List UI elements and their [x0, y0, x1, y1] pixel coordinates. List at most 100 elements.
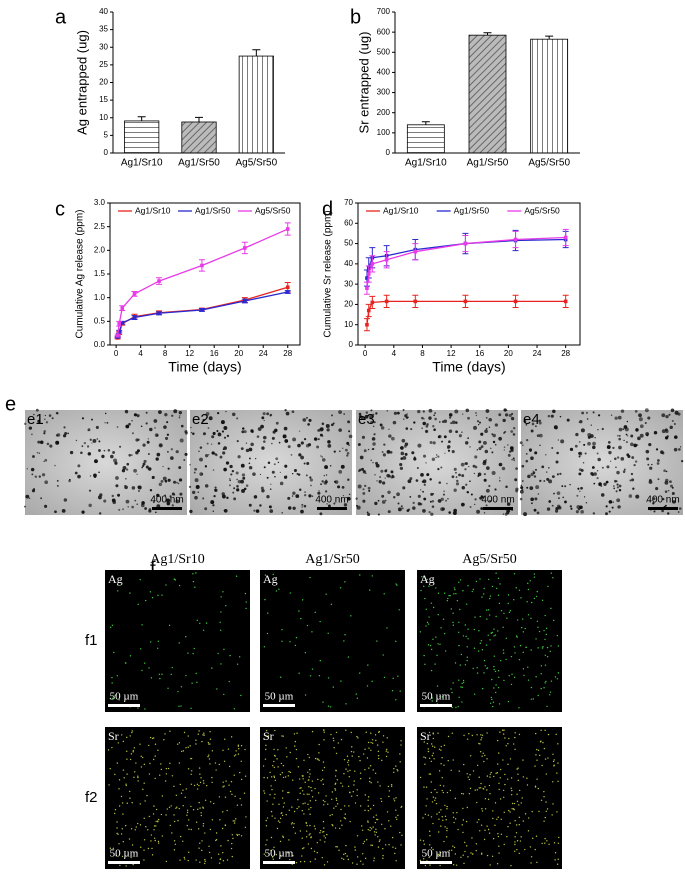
map-dot — [225, 605, 227, 607]
map-dot — [171, 666, 173, 669]
particle — [260, 486, 264, 490]
particle — [601, 427, 604, 431]
map-dot — [371, 739, 374, 741]
map-dot — [368, 767, 370, 769]
particle — [164, 494, 167, 497]
map-dot — [179, 783, 182, 786]
particle — [392, 420, 397, 425]
map-dot — [464, 624, 467, 626]
map-dot — [488, 832, 491, 834]
particle — [279, 481, 284, 486]
particle — [513, 459, 516, 462]
particle — [615, 490, 618, 493]
map-dot — [319, 832, 321, 834]
particle — [488, 426, 491, 428]
map-dot — [194, 586, 196, 588]
map-dot — [369, 826, 371, 829]
map-dot — [377, 836, 379, 838]
map-dot — [351, 862, 354, 864]
map-dot — [199, 842, 201, 844]
particle — [243, 430, 247, 434]
map-dot — [215, 832, 218, 834]
map-dot — [544, 729, 546, 732]
element-label: Ag — [420, 572, 435, 586]
map-dot — [174, 579, 177, 581]
map-dot — [526, 784, 529, 786]
map-dot — [341, 785, 344, 787]
map-dot — [486, 789, 488, 791]
particle — [217, 411, 220, 415]
map-dot — [340, 680, 342, 682]
map-dot — [176, 743, 179, 745]
particle — [175, 499, 180, 504]
map-dot — [480, 639, 483, 642]
map-dot — [507, 602, 509, 605]
map-dot — [400, 844, 402, 846]
particle — [523, 419, 527, 423]
map-dot — [132, 751, 134, 753]
map-dot — [161, 795, 164, 797]
map-dot — [506, 835, 508, 838]
map-dot — [453, 821, 455, 824]
x-axis-label: Time (days) — [168, 359, 241, 375]
map-dot — [435, 587, 437, 589]
map-dot — [233, 755, 236, 757]
map-dot — [464, 850, 466, 853]
map-dot — [546, 646, 549, 649]
map-dot — [492, 837, 495, 840]
map-dot — [221, 827, 224, 830]
map-dot — [490, 696, 493, 699]
map-dot — [183, 731, 186, 734]
particle — [136, 503, 139, 506]
map-dot — [177, 819, 179, 822]
point — [132, 292, 137, 296]
map-dot — [230, 847, 233, 850]
particle — [428, 416, 432, 420]
map-dot — [548, 843, 550, 846]
map-dot — [200, 812, 202, 814]
particle — [657, 459, 660, 462]
map-dot — [457, 705, 459, 708]
map-dot — [359, 805, 362, 807]
map-dot — [367, 799, 369, 802]
particle — [49, 444, 53, 448]
map-dot — [443, 764, 445, 766]
map-dot — [494, 824, 496, 827]
map-dot — [157, 821, 159, 823]
particle — [347, 497, 350, 500]
map-dot — [192, 580, 195, 583]
map-dot — [331, 823, 333, 826]
map-dot — [509, 811, 511, 813]
map-dot — [303, 759, 305, 761]
map-dot — [269, 771, 271, 774]
map-dot — [452, 759, 454, 761]
map-dot — [224, 738, 226, 740]
map-dot — [279, 817, 282, 820]
error-bar — [483, 32, 492, 36]
map-dot — [392, 677, 394, 680]
particle — [637, 436, 641, 441]
map-dot — [533, 573, 536, 575]
particle — [131, 419, 133, 422]
particle — [455, 471, 457, 474]
map-dot — [487, 798, 490, 801]
map-dot — [487, 634, 489, 636]
map-dot — [524, 627, 526, 630]
map-dot — [369, 589, 371, 591]
particle — [107, 448, 111, 452]
map-dot — [497, 686, 500, 689]
particle — [438, 434, 442, 439]
map-dot — [143, 849, 145, 851]
particle — [482, 461, 487, 466]
particle — [283, 426, 288, 431]
y-tick-label: 10 — [344, 320, 353, 329]
point — [366, 272, 371, 276]
map-dot — [454, 853, 457, 855]
particle — [626, 435, 629, 437]
particle — [326, 428, 330, 432]
map-dot — [436, 685, 439, 687]
map-dot — [494, 802, 497, 804]
particle — [393, 495, 396, 499]
particle — [443, 435, 447, 439]
map-dot — [354, 846, 356, 848]
